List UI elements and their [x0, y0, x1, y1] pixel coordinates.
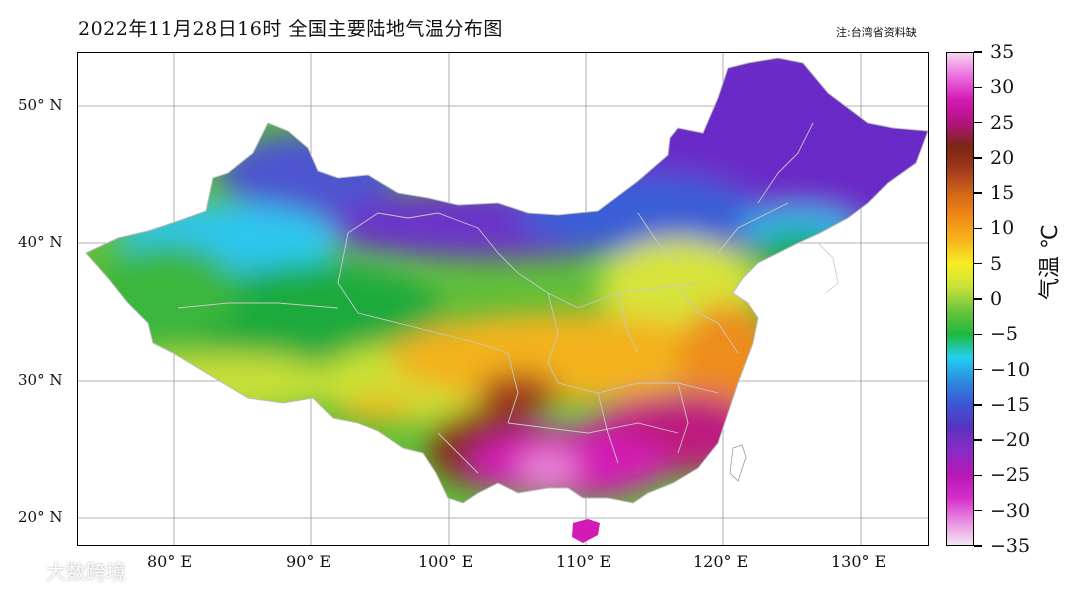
colorbar-tick-label: −30 — [990, 499, 1031, 522]
colorbar-tick-mark — [974, 157, 982, 159]
colorbar-tick-label: 35 — [990, 41, 1015, 63]
colorbar-tick-label: 20 — [990, 146, 1015, 169]
colorbar-tick-mark — [974, 192, 982, 194]
colorbar-tick-mark — [974, 227, 982, 230]
colorbar-tick-label: −25 — [990, 464, 1031, 487]
colorbar-tick-label: −20 — [990, 429, 1031, 452]
lon-label-100e: 100° E — [418, 552, 474, 571]
colorbar-tick-mark — [974, 121, 982, 124]
colorbar-tick-label: 25 — [990, 111, 1015, 134]
provincial-boundaries — [177, 122, 814, 474]
colorbar-tick-mark — [974, 51, 982, 53]
lon-label-130e: 130° E — [831, 552, 887, 571]
taiwan-data-note: 注:台湾省资料缺 — [836, 26, 917, 39]
lon-label-90e: 90° E — [286, 552, 332, 571]
lon-label-110e: 110° E — [556, 552, 612, 571]
colorbar-tick-mark — [974, 298, 982, 300]
colorbar-tick-mark — [974, 333, 982, 336]
taiwan-outline — [729, 444, 747, 482]
colorbar-tick-mark — [974, 545, 982, 547]
colorbar-tick-mark — [974, 368, 982, 371]
temperature-map-svg — [78, 53, 928, 545]
temperature-colorbar — [946, 52, 974, 546]
lat-label-20n: 20° N — [18, 508, 63, 526]
colorbar-tick-label: 10 — [990, 217, 1015, 240]
national-border — [85, 57, 928, 504]
colorbar-tick-mark — [974, 404, 982, 406]
colorbar-tick-mark — [974, 86, 982, 89]
hainan-island — [572, 519, 600, 543]
colorbar-tick-label: −10 — [990, 358, 1031, 381]
colorbar-tick-label: 0 — [990, 288, 1003, 310]
watermark: 大数跨境 — [8, 556, 126, 585]
colorbar-tick-label: −35 — [990, 535, 1031, 557]
lat-label-30n: 30° N — [18, 371, 63, 389]
lat-label-50n: 50° N — [18, 96, 63, 114]
colorbar-tick-label: −15 — [990, 393, 1031, 416]
colorbar-tick-mark — [974, 439, 982, 441]
colorbar-tick-label: 15 — [990, 182, 1015, 205]
lon-label-120e: 120° E — [693, 552, 749, 571]
colorbar-tick-label: 30 — [990, 76, 1015, 99]
colorbar-tick-mark — [974, 509, 982, 512]
colorbar-tick-label: −5 — [990, 323, 1019, 346]
lon-label-80e: 80° E — [147, 552, 193, 571]
colorbar-tick-label: 5 — [990, 252, 1003, 275]
temperature-field — [86, 58, 928, 503]
watermark-text: 大数跨境 — [46, 560, 126, 584]
coastline-detail — [817, 242, 839, 294]
lat-label-40n: 40° N — [18, 233, 63, 251]
colorbar-tick-mark — [974, 262, 982, 265]
colorbar-title: 气温 ℃ — [1038, 224, 1063, 300]
watermark-logo-icon — [9, 560, 41, 580]
colorbar-tick-mark — [974, 474, 982, 477]
map-title: 2022年11月28日16时 全国主要陆地气温分布图 — [78, 18, 503, 40]
temperature-map — [77, 52, 929, 546]
